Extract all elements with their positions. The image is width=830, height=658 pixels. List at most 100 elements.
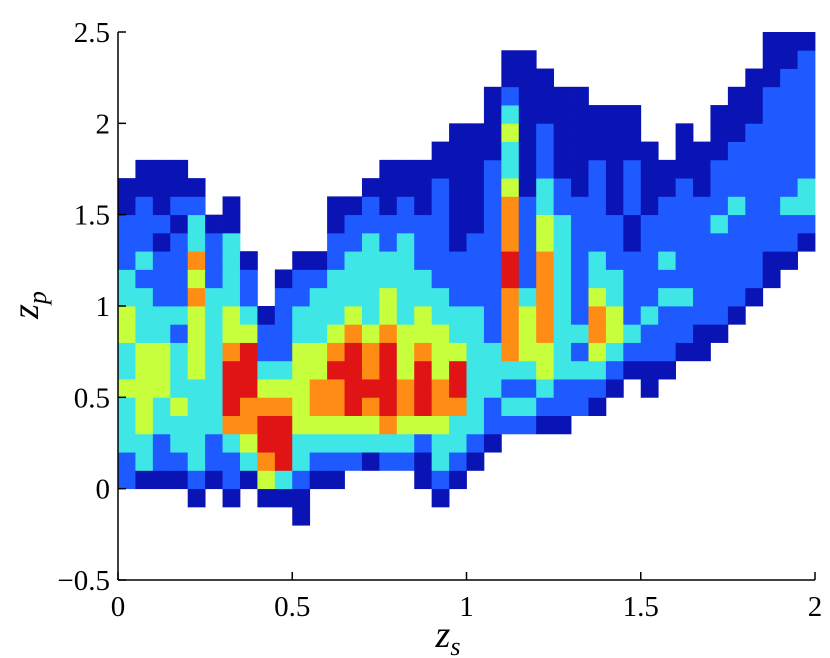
cell: [553, 397, 572, 416]
cell: [466, 178, 485, 197]
cell: [414, 251, 433, 270]
cell: [152, 232, 171, 252]
cell: [571, 251, 589, 270]
cell: [396, 287, 415, 307]
cell: [780, 141, 798, 161]
cell: [431, 269, 450, 289]
cell: [693, 269, 711, 289]
cell: [466, 379, 485, 398]
cell: [292, 342, 311, 362]
cell: [414, 324, 433, 343]
cell: [675, 141, 694, 161]
cell: [431, 178, 450, 197]
x-tick-label: 1.5: [623, 591, 659, 623]
cell: [344, 232, 363, 252]
cell: [135, 379, 154, 398]
cell: [727, 269, 746, 289]
cell: [292, 488, 311, 508]
cell: [344, 269, 363, 289]
cell: [309, 269, 328, 289]
cell: [396, 306, 415, 325]
cell: [135, 196, 154, 216]
cell: [553, 342, 572, 362]
cell: [466, 141, 485, 161]
cell: [309, 415, 328, 435]
cell: [727, 306, 746, 325]
cell: [152, 251, 171, 270]
cell: [501, 214, 520, 234]
cell: [414, 415, 433, 435]
cell: [274, 360, 293, 380]
cell: [257, 324, 276, 343]
cell: [187, 269, 206, 289]
cell: [588, 178, 607, 197]
cell: [396, 178, 415, 197]
cell: [327, 251, 345, 270]
cell: [640, 287, 659, 307]
cell: [414, 196, 433, 216]
cell: [152, 470, 171, 490]
cell: [449, 123, 467, 142]
cell: [745, 178, 764, 197]
cell: [205, 397, 223, 416]
cell: [170, 324, 189, 343]
cell: [205, 232, 223, 252]
cell: [501, 196, 520, 216]
cell: [780, 50, 798, 69]
cell: [344, 452, 363, 471]
cell: [745, 214, 764, 234]
cell: [327, 324, 345, 343]
cell: [501, 324, 520, 343]
cell: [361, 342, 380, 362]
cell: [152, 433, 171, 453]
cell: [553, 306, 572, 325]
cell: [327, 452, 345, 471]
cell: [518, 269, 537, 289]
cell: [710, 306, 729, 325]
cell: [675, 251, 694, 270]
cell: [501, 306, 520, 325]
cell: [501, 105, 520, 124]
cell: [449, 470, 467, 490]
cell: [518, 379, 537, 398]
cell: [118, 379, 136, 398]
cell: [623, 123, 642, 142]
cell: [745, 68, 764, 88]
cell: [396, 269, 415, 289]
cell: [640, 214, 659, 234]
cell: [205, 360, 223, 380]
cell: [605, 232, 624, 252]
cell: [745, 159, 764, 179]
cell: [571, 342, 589, 362]
cell: [379, 178, 398, 197]
cell: [257, 433, 276, 453]
cell: [466, 159, 485, 179]
cell: [623, 251, 642, 270]
cell: [135, 178, 154, 197]
cell: [797, 105, 816, 124]
cell: [379, 324, 398, 343]
cell: [710, 324, 729, 343]
cell: [431, 196, 450, 216]
cell: [449, 269, 467, 289]
cell: [118, 324, 136, 343]
cell: [466, 324, 485, 343]
cell: [379, 452, 398, 471]
cell: [361, 251, 380, 270]
cell: [170, 452, 189, 471]
cell: [571, 287, 589, 307]
cell: [483, 287, 502, 307]
cell: [239, 452, 258, 471]
cell: [501, 397, 520, 416]
cell: [187, 287, 206, 307]
cell: [292, 269, 311, 289]
cell: [693, 178, 711, 197]
cell: [361, 397, 380, 416]
cell: [379, 397, 398, 416]
heatmap-cells: [118, 32, 816, 526]
cell: [239, 360, 258, 380]
cell: [431, 342, 450, 362]
cell: [745, 251, 764, 270]
cell: [518, 159, 537, 179]
cell: [222, 269, 241, 289]
